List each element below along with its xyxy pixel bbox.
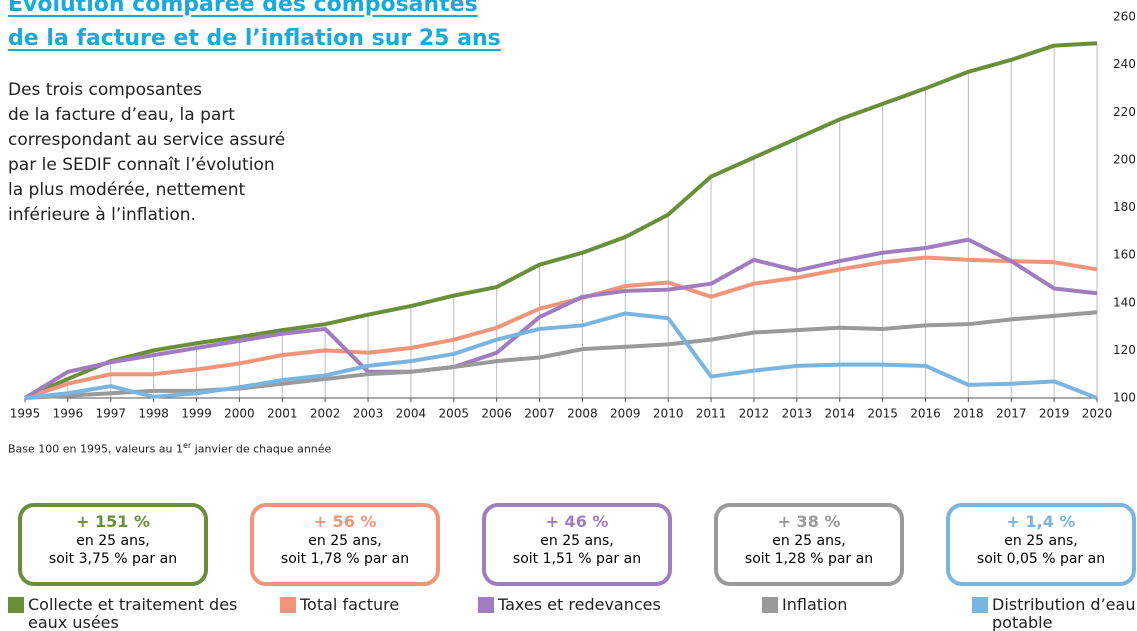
intro-line: la plus modérée, nettement — [8, 180, 246, 200]
x-tick-label: 2003 — [353, 407, 384, 421]
summary-change: + 38 % — [777, 512, 841, 531]
x-tick-label: 2007 — [524, 407, 555, 421]
x-tick-label: 1999 — [181, 407, 212, 421]
legend-swatch — [478, 597, 494, 613]
x-tick-label: 1998 — [138, 407, 169, 421]
x-tick-label: 2018 — [953, 407, 984, 421]
x-tick-label: 2000 — [224, 407, 255, 421]
note: Base 100 en 1995, valeurs au 1er janvier… — [8, 441, 332, 456]
x-tick-label: 2008 — [567, 407, 598, 421]
y-tick-label: 160 — [1113, 248, 1136, 262]
legend-item: Collecte et traitement des eaux usées — [8, 596, 248, 631]
x-tick-label: 1996 — [53, 407, 84, 421]
y-tick-label: 260 — [1113, 10, 1136, 24]
summary-detail: soit 3,75 % par an — [48, 551, 178, 567]
y-tick-label: 120 — [1113, 343, 1136, 357]
legend-swatch — [8, 597, 24, 613]
series-line — [24, 41, 1098, 400]
legend-label: Total facture — [300, 595, 400, 614]
summary-change: + 151 % — [76, 512, 150, 531]
intro-line: de la facture d’eau, la part — [8, 105, 235, 125]
y-tick-label: 240 — [1113, 57, 1136, 71]
summary-detail: en 25 ans, — [308, 533, 382, 549]
legend-item: Distribution d’eau potable — [972, 596, 1137, 631]
legend-swatch — [762, 597, 778, 613]
x-tick-label: 2001 — [267, 407, 298, 421]
legend-swatch — [972, 597, 988, 613]
summary-box: + 46 % en 25 ans, soit 1,51 % par an — [482, 503, 672, 586]
series-line — [24, 310, 1098, 400]
y-tick-label: 140 — [1113, 295, 1136, 309]
summary-box: + 151 % en 25 ans, soit 3,75 % par an — [18, 503, 208, 586]
legend-item: Total facture — [280, 596, 460, 614]
summary-change: + 46 % — [545, 512, 609, 531]
x-tick-label: 2017 — [996, 407, 1027, 421]
series-line — [24, 255, 1098, 400]
x-tick-label: 2016 — [910, 407, 941, 421]
legend-label: Distribution d’eau potable — [992, 595, 1136, 631]
x-tick-label: 2002 — [310, 407, 341, 421]
intro-line: correspondant au service assuré — [8, 130, 286, 150]
legend-item: Taxes et redevances — [478, 596, 718, 614]
title: Évolution comparée des composantes de la… — [8, 0, 501, 56]
x-tick-label: 1997 — [95, 407, 126, 421]
intro-line: Des trois composantes — [8, 80, 203, 100]
x-tick-label: 2006 — [481, 407, 512, 421]
summary-detail: soit 1,51 % par an — [512, 551, 642, 567]
y-tick-label: 180 — [1113, 200, 1136, 214]
title-line: de la facture et de l’inflation sur 25 a… — [8, 26, 501, 51]
summary-box: + 56 % en 25 ans, soit 1,78 % par an — [250, 503, 440, 586]
x-tick-label: 2013 — [782, 407, 813, 421]
x-tick-label: 2019 — [1039, 407, 1070, 421]
x-tick-label: 2010 — [653, 407, 684, 421]
legend-label: Taxes et redevances — [498, 595, 661, 614]
y-tick-label: 100 — [1113, 391, 1136, 405]
x-tick-label: 2004 — [396, 407, 427, 421]
summary-detail: en 25 ans, — [76, 533, 150, 549]
summary-detail: en 25 ans, — [772, 533, 846, 549]
x-tick-label: 2015 — [867, 407, 898, 421]
summary-detail: soit 1,28 % par an — [744, 551, 874, 567]
summary-box: + 1,4 % en 25 ans, soit 0,05 % par an — [946, 503, 1136, 586]
summary-detail: soit 0,05 % par an — [976, 551, 1106, 567]
summary-detail: en 25 ans, — [540, 533, 614, 549]
summary-change: + 56 % — [313, 512, 377, 531]
intro: Des trois composantes de la facture d’eau… — [8, 78, 285, 228]
y-tick-label: 220 — [1113, 105, 1136, 119]
intro-line: par le SEDIF connaît l’évolution — [8, 155, 275, 175]
y-tick-label: 200 — [1113, 152, 1136, 166]
summary-change: + 1,4 % — [1006, 512, 1076, 531]
legend-swatch — [280, 597, 296, 613]
intro-line: inférieure à l’inflation. — [8, 205, 196, 225]
x-tick-label: 2005 — [439, 407, 470, 421]
x-tick-label: 2009 — [610, 407, 641, 421]
summary-detail: en 25 ans, — [1004, 533, 1078, 549]
legend-label: Collecte et traitement des eaux usées — [28, 595, 238, 631]
summary-box: + 38 % en 25 ans, soit 1,28 % par an — [714, 503, 904, 586]
x-tick-label: 2020 — [1082, 407, 1113, 421]
legend-item: Inflation — [762, 596, 942, 614]
summary-detail: soit 1,78 % par an — [280, 551, 410, 567]
series-line — [24, 311, 1098, 400]
series-line — [23, 237, 1098, 400]
title-line: Évolution comparée des composantes — [8, 0, 478, 17]
x-tick-label: 1995 — [10, 407, 41, 421]
legend-label: Inflation — [782, 595, 848, 614]
x-tick-label: 2014 — [824, 407, 855, 421]
x-tick-label: 2011 — [696, 407, 727, 421]
x-tick-label: 2012 — [739, 407, 770, 421]
